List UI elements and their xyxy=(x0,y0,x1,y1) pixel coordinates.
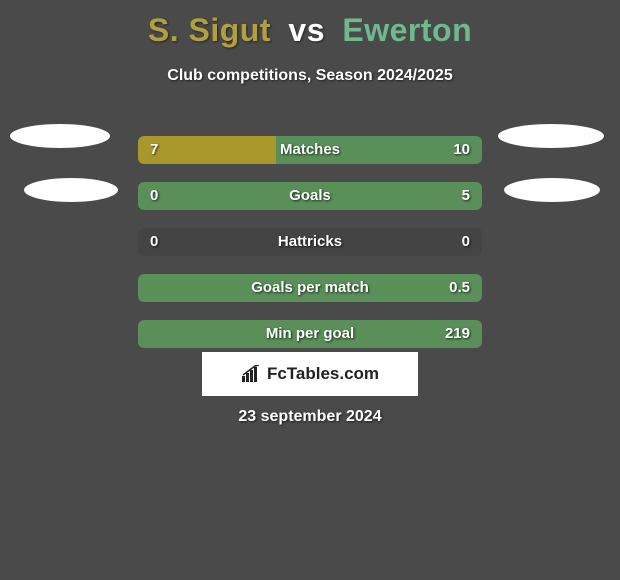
stat-value-right: 10 xyxy=(453,136,470,164)
page-title: S. Sigut vs Ewerton xyxy=(0,0,620,49)
vs-text: vs xyxy=(288,12,325,48)
stat-row: Min per goal 219 xyxy=(0,311,620,357)
decorative-ellipse xyxy=(504,178,600,202)
stat-label: Hattricks xyxy=(138,228,482,256)
date-text: 23 september 2024 xyxy=(0,408,620,426)
stat-value-right: 5 xyxy=(462,182,470,210)
player1-name: S. Sigut xyxy=(148,12,271,48)
stat-row: Goals per match 0.5 xyxy=(0,265,620,311)
stat-row: 0 Hattricks 0 xyxy=(0,219,620,265)
stat-label: Matches xyxy=(138,136,482,164)
stat-value-right: 219 xyxy=(445,320,470,348)
bar-chart-icon xyxy=(241,365,263,383)
player2-name: Ewerton xyxy=(342,12,472,48)
decorative-ellipse xyxy=(24,178,118,202)
decorative-ellipse xyxy=(10,124,110,148)
stat-label: Goals xyxy=(138,182,482,210)
brand-box: FcTables.com xyxy=(202,352,418,396)
stats-rows: 7 Matches 10 0 Goals 5 0 Hattricks 0 xyxy=(0,127,620,357)
stat-value-right: 0 xyxy=(462,228,470,256)
subtitle: Club competitions, Season 2024/2025 xyxy=(0,67,620,85)
stat-label: Min per goal xyxy=(138,320,482,348)
stat-label: Goals per match xyxy=(138,274,482,302)
comparison-card: S. Sigut vs Ewerton Club competitions, S… xyxy=(0,0,620,580)
brand-text: FcTables.com xyxy=(267,364,379,384)
decorative-ellipse xyxy=(498,124,604,148)
stat-value-right: 0.5 xyxy=(449,274,470,302)
